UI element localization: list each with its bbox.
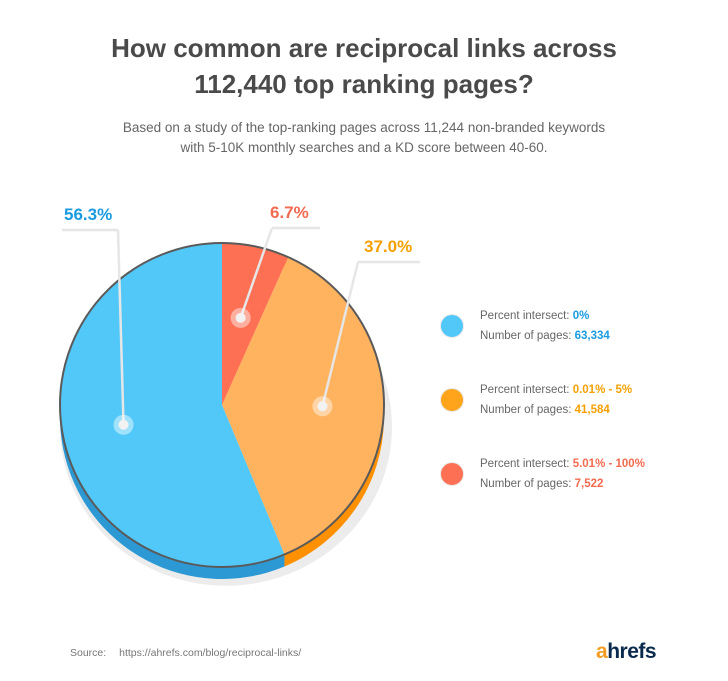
slice-label-1: 56.3%: [64, 205, 112, 224]
pie-outline: [59, 242, 385, 568]
logo-rest: hrefs: [607, 640, 657, 663]
source-label: Source:: [70, 647, 107, 659]
legend-percent-label-2: Percent intersect:: [480, 384, 570, 396]
title-line-2: 112,440 top ranking pages?: [194, 69, 534, 99]
leader-line-1: [116, 229, 125, 425]
title-line-1: How common are reciprocal links across: [111, 33, 617, 63]
legend-pages-label-1: Number of pages:: [480, 330, 572, 342]
leader-line-2: [321, 261, 360, 407]
slice-marker-1: [118, 419, 129, 430]
pie-slice-2: [222, 257, 384, 555]
legend-percent-value-2: 0.01% - 5%: [572, 384, 633, 396]
legend-percent-value-3: 5.01% - 100%: [572, 458, 645, 470]
legend-pages-value-2: 41,584: [574, 404, 610, 416]
logo-letter-a: a: [596, 640, 608, 663]
legend-pages-value-1: 63,334: [574, 330, 610, 342]
legend-percent-label-1: Percent intersect:: [480, 310, 570, 322]
chart-subtitle: Based on a study of the top-ranking page…: [80, 118, 648, 158]
legend-swatch-1: [440, 314, 464, 338]
slice-label-3: 6.7%: [270, 203, 309, 222]
leader-line-3: [239, 227, 274, 319]
source-url[interactable]: https://ahrefs.com/blog/reciprocal-links…: [119, 647, 302, 659]
subtitle-line-1: Based on a study of the top-ranking page…: [122, 120, 606, 135]
legend-swatch-2: [440, 388, 464, 412]
ahrefs-logo: ahrefs: [596, 640, 657, 664]
pie-slice-1: [59, 242, 285, 567]
legend-pages-label-2: Number of pages:: [480, 404, 572, 416]
slice-marker-3: [235, 312, 246, 323]
chart-title: How common are reciprocal links across 1…: [0, 30, 728, 102]
source-note: Source: https://ahrefs.com/blog/reciproc…: [70, 647, 301, 659]
legend-percent-label-3: Percent intersect:: [480, 458, 570, 470]
legend-pages-label-3: Number of pages:: [480, 478, 572, 490]
legend-percent-value-1: 0%: [572, 310, 590, 322]
subtitle-line-2: with 5-10K monthly searches and a KD sco…: [180, 140, 548, 155]
slice-label-2: 37.0%: [364, 237, 412, 256]
legend-swatch-3: [440, 462, 464, 486]
legend-pages-value-3: 7,522: [574, 478, 604, 490]
slice-marker-2: [317, 401, 328, 412]
pie-slice-3: [222, 243, 289, 405]
